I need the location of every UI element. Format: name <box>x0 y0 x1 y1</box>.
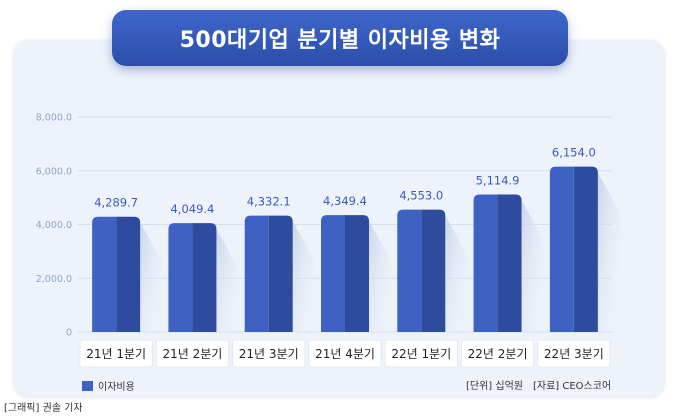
category-label-box <box>232 339 306 368</box>
bar-value-label: 6,154.0 <box>552 146 596 160</box>
bar-value-label: 4,349.4 <box>323 194 367 208</box>
category-label: 22년 2분기 <box>468 347 528 361</box>
unit-note: [단위] 십억원 <box>466 381 523 392</box>
category-label-box <box>384 339 458 368</box>
y-tick-label: 2,000.0 <box>36 274 72 285</box>
bar-shadow <box>597 172 620 332</box>
category-label: 22년 3분기 <box>544 347 604 361</box>
legend-swatch <box>82 380 93 391</box>
bar-shadow <box>445 215 468 332</box>
bar-face-dark <box>268 215 293 332</box>
bar-value-label: 4,553.0 <box>399 189 443 203</box>
category-label: 21년 1분기 <box>86 347 146 361</box>
bar-face-dark <box>345 215 369 332</box>
title-banner: 500대기업 분기별 이자비용 변화 <box>112 10 568 66</box>
category-label-box <box>461 339 535 368</box>
bar-shadow <box>292 221 315 332</box>
bar-shadow <box>216 229 239 332</box>
source-note: [자료] CEO스코어 <box>532 381 612 392</box>
y-tick-label: 8,000.0 <box>36 113 72 124</box>
legend: 이자비용 <box>82 378 135 393</box>
bar-face-light <box>549 166 574 332</box>
bar-shadow <box>369 221 391 332</box>
category-label-box <box>79 339 153 368</box>
bar-face-dark <box>573 166 598 332</box>
credit: [그래픽] 권솔 기자 <box>4 403 83 414</box>
bar-value-label: 4,049.4 <box>170 202 214 216</box>
source-notes: [단위] 십억원 [자료] CEO스코어 <box>466 377 611 392</box>
y-tick-label: 4,000.0 <box>36 220 72 231</box>
category-label-box <box>155 339 229 368</box>
bar-value-label: 5,114.9 <box>476 174 520 188</box>
bar-value-label: 4,289.7 <box>94 196 138 210</box>
bar-shadow <box>521 200 544 332</box>
bar-face-dark <box>421 209 446 332</box>
category-label: 21년 3분기 <box>239 347 299 361</box>
bar-face-light <box>321 215 345 332</box>
bar-face-light <box>244 215 269 332</box>
legend-label: 이자비용 <box>98 382 135 393</box>
chart-title: 500대기업 분기별 이자비용 변화 <box>179 28 501 53</box>
y-tick-label: 0 <box>66 328 72 339</box>
category-label: 21년 2분기 <box>163 347 223 361</box>
category-label: 22년 1분기 <box>391 347 451 361</box>
y-tick-label: 6,000.0 <box>36 166 72 177</box>
bar-value-label: 4,332.1 <box>247 195 291 209</box>
category-label-box <box>308 339 382 368</box>
bar-face-light <box>473 194 498 332</box>
category-label: 21년 4분기 <box>315 347 375 361</box>
bar-face-light <box>397 209 422 332</box>
bar-face-light <box>168 223 193 332</box>
bar-face-light <box>92 216 117 332</box>
bar-face-dark <box>497 194 522 332</box>
bar-face-dark <box>116 216 141 332</box>
bar-shadow <box>140 222 163 332</box>
category-label-box <box>537 339 611 368</box>
bar-face-dark <box>192 223 217 332</box>
